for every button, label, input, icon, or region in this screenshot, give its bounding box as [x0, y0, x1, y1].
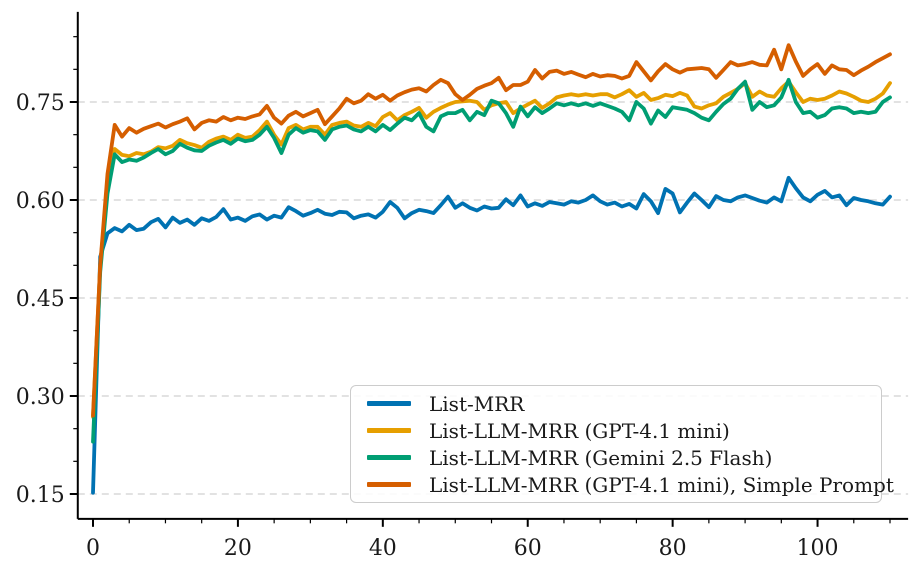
y-tick-label: 0.15 — [16, 483, 65, 508]
x-tick-label: 20 — [224, 536, 252, 561]
y-tick-label: 0.60 — [16, 189, 65, 214]
legend-swatch-list-llm-mrr-gpt-4-1-mini-simple-prompt — [367, 482, 411, 487]
legend-item-list-llm-mrr-gpt-4-1-mini: List-LLM-MRR (GPT-4.1 mini) — [359, 418, 873, 444]
legend-label: List-MRR — [429, 391, 525, 416]
legend-swatch-list-llm-mrr-gpt-4-1-mini — [367, 428, 411, 433]
x-tick-label: 40 — [369, 536, 397, 561]
y-tick-label: 0.75 — [16, 91, 65, 116]
legend-swatch-list-mrr — [367, 401, 411, 406]
legend-item-list-llm-mrr-gemini-2-5-flash: List-LLM-MRR (Gemini 2.5 Flash) — [359, 445, 873, 471]
legend-label: List-LLM-MRR (GPT-4.1 mini) — [429, 418, 730, 443]
series-lines — [91, 43, 892, 495]
gridlines — [77, 101, 909, 495]
legend-swatch-list-llm-mrr-gemini-2-5-flash — [367, 455, 411, 460]
x-tick-label: 60 — [514, 536, 542, 561]
x-tick-label: 100 — [797, 536, 839, 561]
legend-label: List-LLM-MRR (Gemini 2.5 Flash) — [429, 445, 773, 470]
x-tick-label: 0 — [86, 536, 100, 561]
x-tick-label: 80 — [659, 536, 687, 561]
legend-item-list-mrr: List-MRR — [359, 391, 873, 417]
line-list-mrr — [91, 175, 892, 495]
y-tick-label: 0.30 — [16, 385, 65, 410]
legend-item-list-llm-mrr-gpt-4-1-mini-simple-prompt: List-LLM-MRR (GPT-4.1 mini), Simple Prom… — [359, 472, 894, 498]
legend: List-MRR List-LLM-MRR (GPT-4.1 mini) List-… — [350, 385, 894, 503]
legend-label: List-LLM-MRR (GPT-4.1 mini), Simple Prom… — [429, 472, 894, 497]
line-list-llm-mrr-gpt-4-1-mini — [91, 79, 892, 419]
y-tick-label: 0.45 — [16, 287, 65, 312]
axes: 0 20 40 60 80 100 0.15 0.30 0.45 0.60 0.75 — [16, 11, 909, 561]
line-list-llm-mrr-gemini-2-5-flash — [91, 77, 892, 444]
line-list-llm-mrr-gpt-4-1-mini-simple-prompt — [91, 43, 892, 418]
